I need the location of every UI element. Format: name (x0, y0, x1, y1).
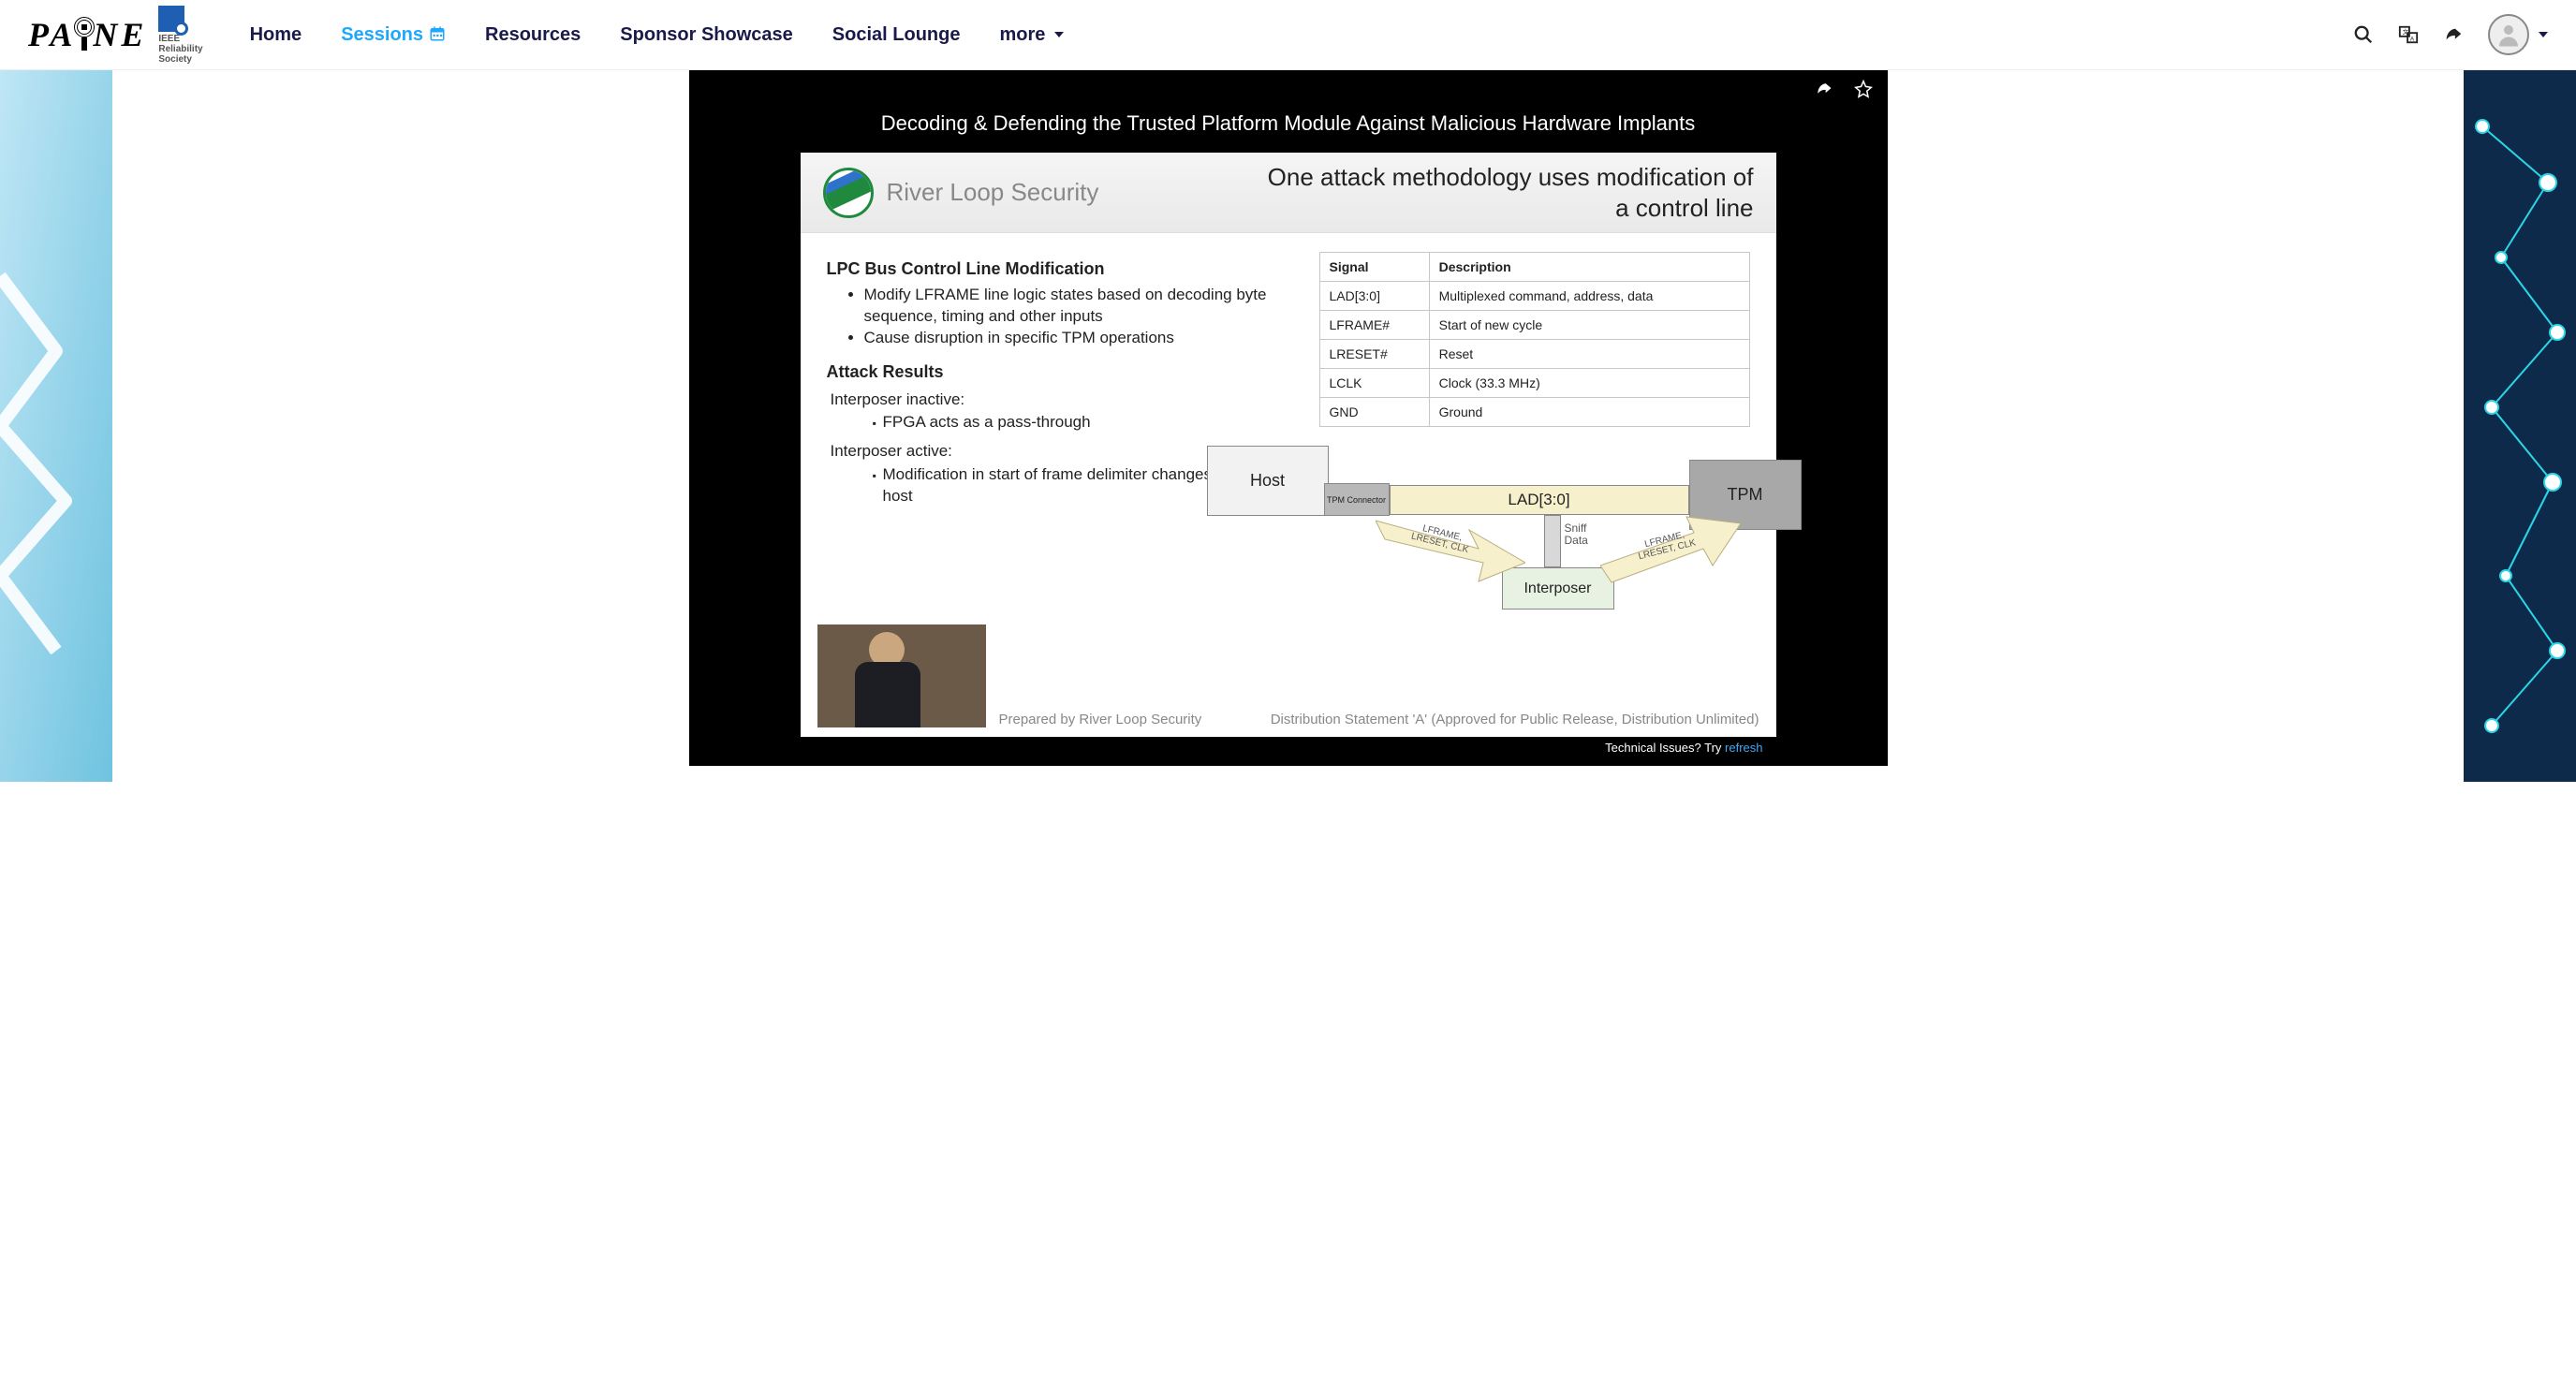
svg-text:文: 文 (2403, 27, 2409, 36)
table-row: LCLKClock (33.3 MHz) (1319, 369, 1749, 398)
org-name: River Loop Security (887, 178, 1099, 207)
table-cell: LRESET# (1319, 340, 1429, 369)
table-cell: LCLK (1319, 369, 1429, 398)
list-item: Cause disruption in specific TPM operati… (864, 328, 1301, 349)
table-row: LFRAME#Start of new cycle (1319, 311, 1749, 340)
star-icon[interactable] (1854, 80, 1873, 98)
table-cell: GND (1319, 398, 1429, 427)
share-icon[interactable] (1815, 80, 1833, 98)
nav-sessions[interactable]: Sessions (341, 24, 446, 46)
calendar-icon (429, 25, 446, 42)
logo-block[interactable]: PANE IEEE Reliability Society (28, 6, 203, 65)
ieee-logo: IEEE Reliability Society (158, 6, 202, 65)
presenter-thumbnail (817, 624, 986, 727)
diagram: Host TPM Connector LAD[3:0] TPM Interpos… (1319, 436, 1750, 619)
slide: River Loop Security One attack methodolo… (801, 153, 1776, 737)
slide-left-column: LPC Bus Control Line Modification Modify… (827, 252, 1301, 619)
table-cell: LFRAME# (1319, 311, 1429, 340)
bg-decoration-right (2464, 70, 2576, 782)
nav-resources[interactable]: Resources (485, 24, 581, 46)
tech-text: Technical Issues? Try (1605, 741, 1725, 755)
diagram-sniff-label: Sniff Data (1565, 522, 1602, 547)
table-cell: LAD[3:0] (1319, 282, 1429, 311)
section1-bullets: Modify LFRAME line logic states based on… (864, 285, 1301, 349)
profile-menu[interactable] (2488, 14, 2548, 55)
nav-right: 文A (2353, 14, 2548, 55)
stage: Decoding & Defending the Trusted Platfor… (0, 70, 2576, 782)
avatar (2488, 14, 2529, 55)
slide-footer: Prepared by River Loop Security Distribu… (801, 624, 1776, 737)
table-row: LRESET#Reset (1319, 340, 1749, 369)
table-cell: Reset (1429, 340, 1749, 369)
nav-home[interactable]: Home (250, 24, 302, 46)
slide-header: River Loop Security One attack methodolo… (801, 153, 1776, 233)
table-header: Signal (1319, 253, 1429, 282)
video-panel: Decoding & Defending the Trusted Platfor… (689, 70, 1888, 766)
technical-issues-bar: Technical Issues? Try refresh (801, 737, 1776, 758)
table-header: Description (1429, 253, 1749, 282)
table-row: LAD[3:0]Multiplexed command, address, da… (1319, 282, 1749, 311)
inactive-label: Interposer inactive: (831, 388, 1301, 412)
translate-icon[interactable]: 文A (2398, 24, 2419, 45)
video-title: Decoding & Defending the Trusted Platfor… (689, 108, 1888, 153)
table-cell: Ground (1429, 398, 1749, 427)
chevron-down-icon (2539, 32, 2548, 37)
slide-title: One attack methodology uses modification… (1267, 162, 1754, 223)
section2-heading: Attack Results (827, 362, 1301, 382)
list-item: FPGA acts as a pass-through (883, 411, 1301, 433)
svg-text:A: A (2410, 36, 2415, 42)
top-nav: PANE IEEE Reliability Society Home Sessi… (0, 0, 2576, 70)
section1-heading: LPC Bus Control Line Modification (827, 259, 1301, 279)
prepared-by: Prepared by River Loop Security (999, 712, 1202, 727)
slide-body: LPC Bus Control Line Modification Modify… (801, 233, 1776, 624)
refresh-link[interactable]: refresh (1725, 741, 1762, 755)
bg-decoration-left (0, 70, 112, 782)
nav-social[interactable]: Social Lounge (832, 24, 961, 46)
river-loop-logo (823, 168, 874, 218)
search-icon[interactable] (2353, 24, 2374, 45)
video-toolbar (689, 70, 1888, 108)
signal-table: Signal Description LAD[3:0]Multiplexed c… (1319, 252, 1750, 427)
chevron-down-icon (1054, 32, 1064, 37)
table-cell: Multiplexed command, address, data (1429, 282, 1749, 311)
nav-items: Home Sessions Resources Sponsor Showcase… (250, 24, 1065, 46)
table-cell: Clock (33.3 MHz) (1429, 369, 1749, 398)
share-icon[interactable] (2443, 24, 2464, 45)
diagram-sniff (1544, 515, 1561, 567)
distribution-statement: Distribution Statement 'A' (Approved for… (1271, 712, 1759, 727)
nav-sponsor[interactable]: Sponsor Showcase (620, 24, 793, 46)
paine-logo: PANE (28, 15, 147, 54)
table-cell: Start of new cycle (1429, 311, 1749, 340)
nav-more[interactable]: more (999, 24, 1064, 46)
list-item: Modify LFRAME line logic states based on… (864, 285, 1301, 328)
inactive-bullets: FPGA acts as a pass-through (883, 411, 1301, 433)
diagram-host: Host (1207, 446, 1329, 516)
slide-right-column: Signal Description LAD[3:0]Multiplexed c… (1319, 252, 1750, 619)
table-row: GNDGround (1319, 398, 1749, 427)
